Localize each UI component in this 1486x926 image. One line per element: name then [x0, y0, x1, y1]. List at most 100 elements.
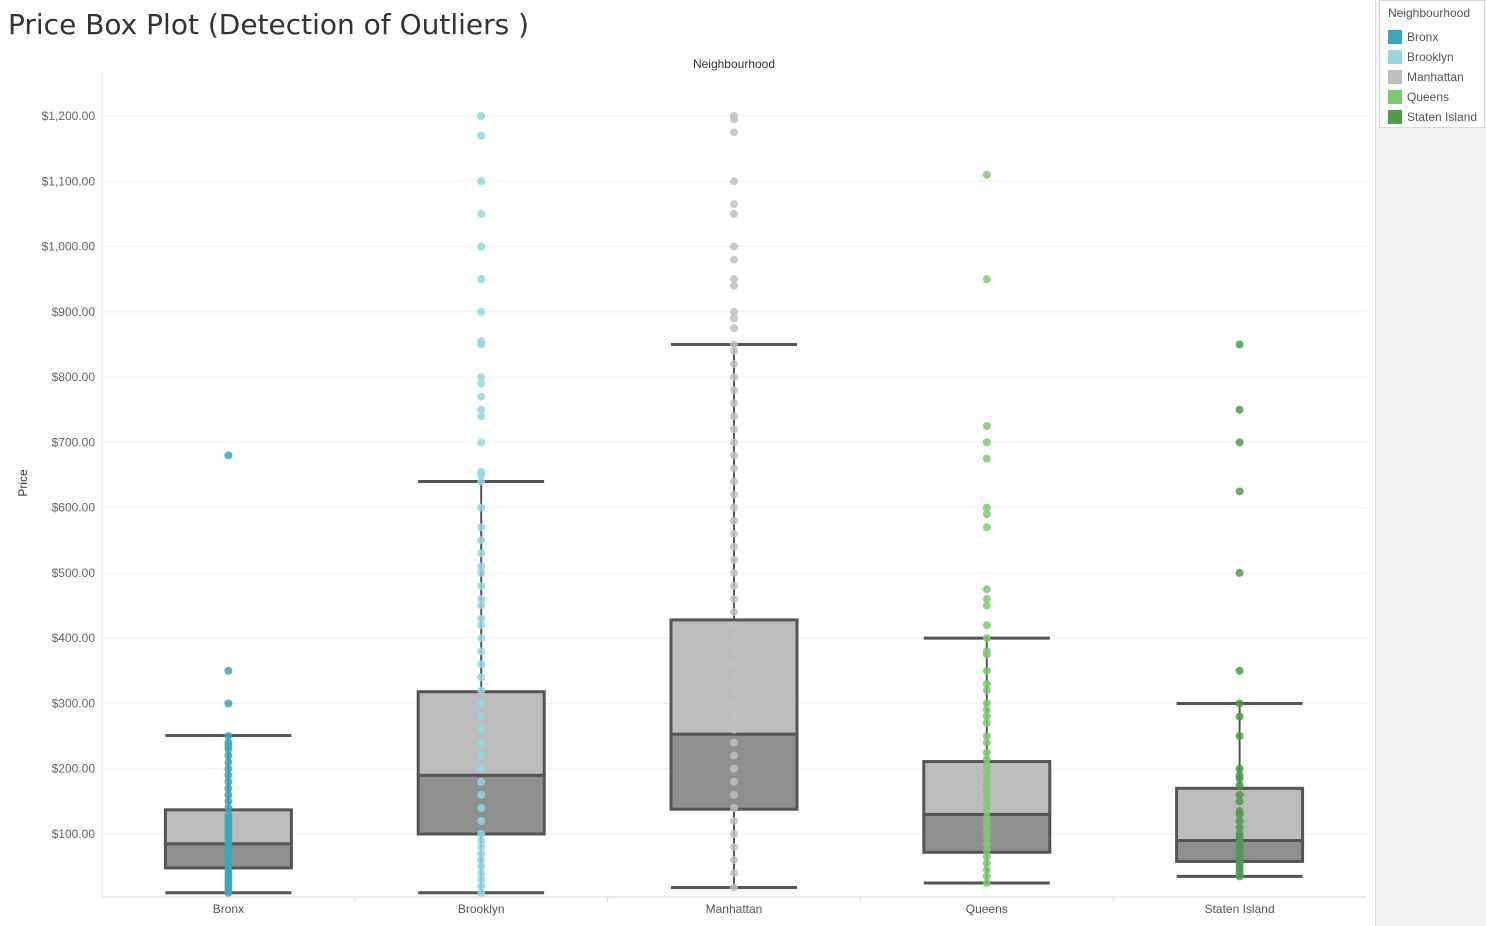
data-point[interactable] [477, 177, 486, 186]
data-point[interactable] [730, 373, 738, 382]
data-point[interactable] [982, 422, 991, 431]
data-point[interactable] [982, 781, 991, 790]
data-point[interactable] [477, 869, 486, 878]
data-point[interactable] [730, 647, 738, 656]
data-point[interactable] [224, 758, 233, 767]
data-point[interactable] [730, 883, 738, 892]
data-point[interactable] [1235, 816, 1244, 825]
data-point[interactable] [982, 852, 991, 861]
data-point[interactable] [224, 738, 233, 747]
data-point[interactable] [730, 503, 738, 512]
data-point[interactable] [730, 200, 738, 209]
data-point[interactable] [982, 275, 991, 284]
data-point[interactable] [730, 816, 738, 825]
data-point[interactable] [1235, 666, 1244, 675]
data-point[interactable] [982, 754, 991, 763]
data-point[interactable] [982, 634, 991, 643]
box-brooklyn[interactable] [416, 112, 546, 897]
data-point[interactable] [477, 803, 486, 812]
data-point[interactable] [1235, 823, 1244, 832]
data-point[interactable] [730, 751, 738, 760]
data-point[interactable] [477, 816, 486, 825]
data-point[interactable] [224, 666, 233, 675]
data-point[interactable] [1235, 790, 1244, 799]
data-point[interactable] [730, 412, 738, 421]
data-point[interactable] [730, 790, 738, 799]
data-point[interactable] [477, 209, 486, 218]
data-point[interactable] [730, 177, 738, 186]
data-point[interactable] [982, 585, 991, 594]
data-point[interactable] [730, 275, 738, 284]
data-point[interactable] [730, 516, 738, 525]
data-point[interactable] [730, 621, 738, 630]
data-point[interactable] [730, 581, 738, 590]
data-point[interactable] [477, 647, 486, 656]
data-point[interactable] [477, 875, 486, 884]
data-point[interactable] [730, 673, 738, 682]
data-point[interactable] [477, 131, 486, 140]
data-point[interactable] [224, 810, 233, 819]
data-point[interactable] [1235, 438, 1244, 447]
data-point[interactable] [982, 705, 991, 714]
data-point[interactable] [477, 307, 486, 316]
data-point[interactable] [224, 732, 233, 741]
data-point[interactable] [730, 634, 738, 643]
data-point[interactable] [477, 523, 486, 532]
data-point[interactable] [1235, 487, 1244, 496]
data-point[interactable] [477, 836, 486, 845]
data-point[interactable] [477, 725, 486, 734]
data-point[interactable] [1235, 340, 1244, 349]
data-point[interactable] [730, 360, 738, 369]
legend-item-brooklyn[interactable]: Brooklyn [1388, 49, 1454, 65]
data-point[interactable] [730, 699, 738, 708]
data-point[interactable] [982, 510, 991, 519]
data-point[interactable] [982, 813, 991, 822]
data-point[interactable] [982, 601, 991, 610]
data-point[interactable] [477, 843, 486, 852]
data-point[interactable] [477, 503, 486, 512]
legend-item-staten-island[interactable]: Staten Island [1388, 109, 1477, 125]
data-point[interactable] [477, 275, 486, 284]
data-point[interactable] [730, 314, 738, 323]
data-point[interactable] [730, 608, 738, 617]
data-point[interactable] [730, 738, 738, 747]
data-point[interactable] [982, 846, 991, 855]
data-point[interactable] [477, 777, 486, 786]
data-point[interactable] [224, 451, 233, 460]
data-point[interactable] [730, 346, 738, 355]
data-point[interactable] [477, 379, 486, 388]
data-point[interactable] [224, 699, 233, 708]
data-point[interactable] [730, 764, 738, 773]
data-point[interactable] [730, 803, 738, 812]
data-point[interactable] [730, 112, 738, 120]
data-point[interactable] [224, 784, 233, 793]
data-point[interactable] [477, 856, 486, 865]
box-bronx[interactable] [163, 451, 293, 897]
data-point[interactable] [477, 849, 486, 858]
data-point[interactable] [477, 562, 486, 571]
data-point[interactable] [1235, 797, 1244, 806]
data-point[interactable] [730, 307, 738, 316]
legend-item-queens[interactable]: Queens [1388, 89, 1449, 105]
box-queens[interactable] [922, 170, 1052, 887]
data-point[interactable] [730, 568, 738, 577]
data-point[interactable] [224, 751, 233, 760]
data-point[interactable] [1235, 771, 1244, 780]
data-point[interactable] [982, 794, 991, 803]
data-point[interactable] [477, 601, 486, 610]
data-point[interactable] [982, 872, 991, 881]
legend-item-manhattan[interactable]: Manhattan [1388, 69, 1464, 85]
data-point[interactable] [982, 523, 991, 532]
data-point[interactable] [730, 595, 738, 604]
data-point[interactable] [477, 862, 486, 871]
data-point[interactable] [730, 712, 738, 721]
data-point[interactable] [982, 748, 991, 757]
data-point[interactable] [477, 673, 486, 682]
data-point[interactable] [982, 732, 991, 741]
data-point[interactable] [477, 830, 486, 838]
data-point[interactable] [982, 712, 991, 721]
data-point[interactable] [730, 464, 738, 473]
data-point[interactable] [1235, 568, 1244, 577]
data-point[interactable] [1235, 807, 1244, 816]
data-point[interactable] [982, 839, 991, 848]
